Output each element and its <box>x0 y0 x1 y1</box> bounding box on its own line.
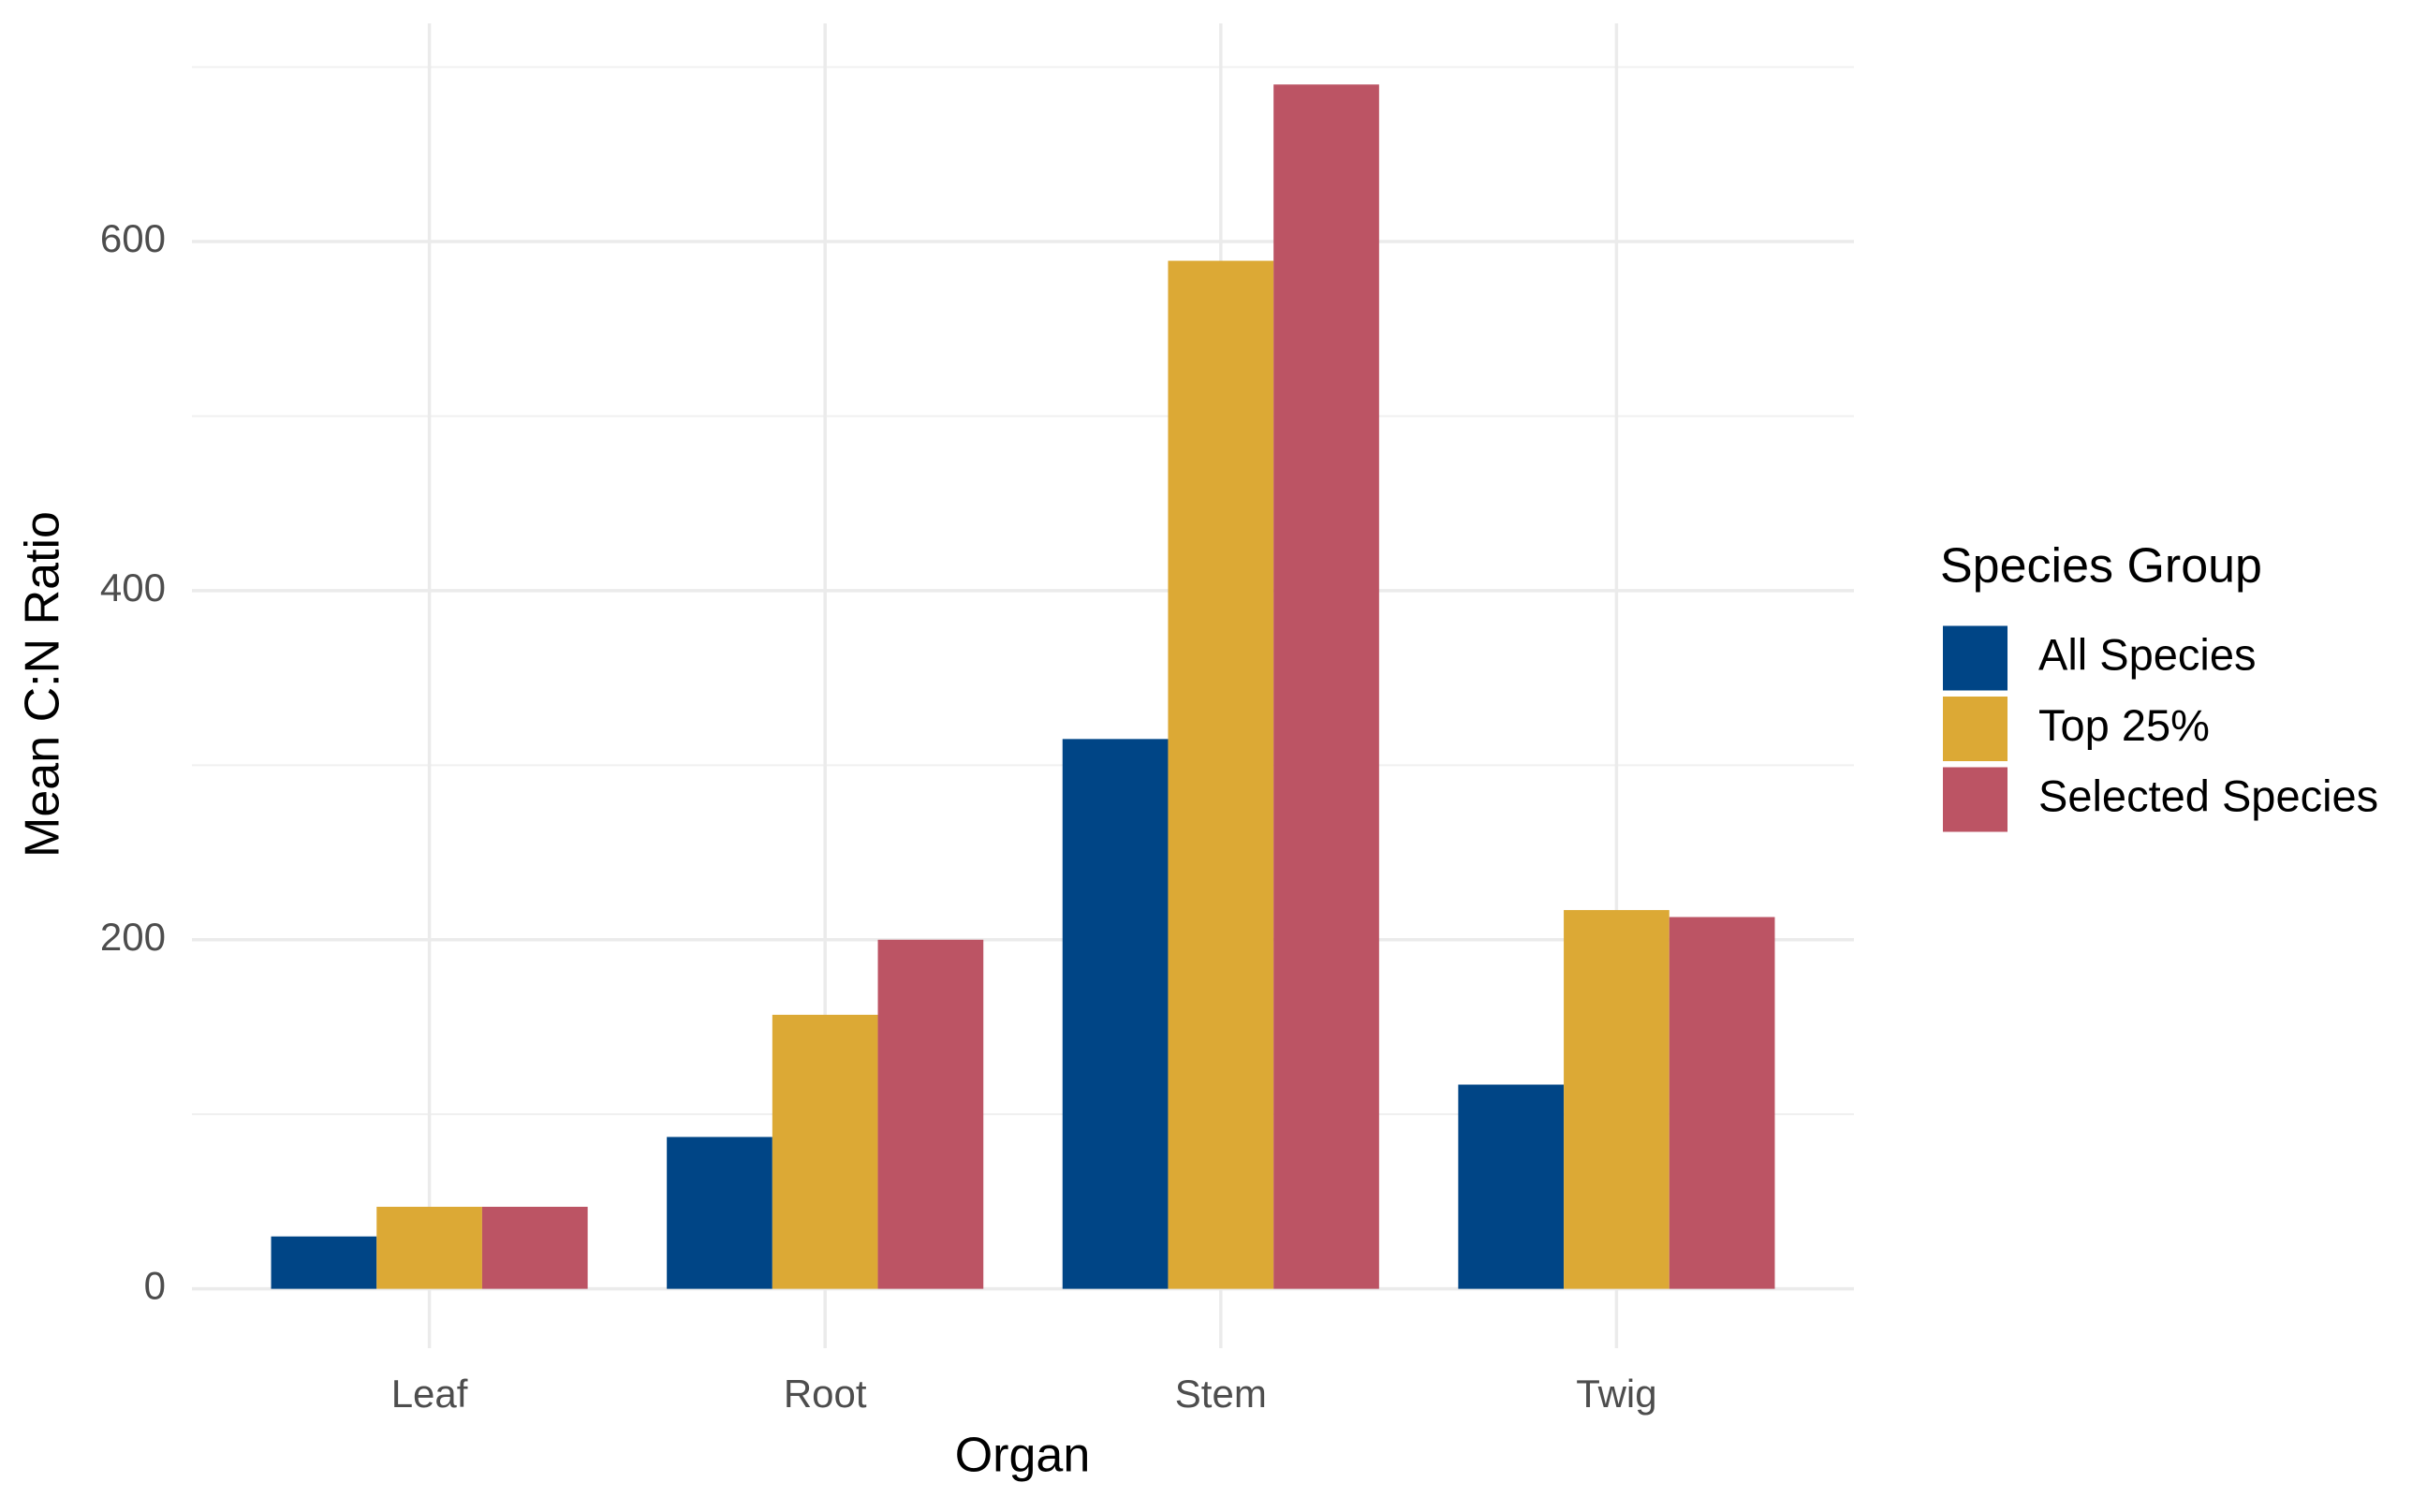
bar <box>667 1137 772 1289</box>
bar <box>481 1206 588 1289</box>
bar <box>1458 1084 1565 1289</box>
bar <box>1273 84 1379 1289</box>
legend-key <box>1943 767 2008 832</box>
legend-title: Species Group <box>1940 539 2262 594</box>
legend-key <box>1943 625 2008 691</box>
bar <box>376 1206 482 1289</box>
x-tick-label: Stem <box>1175 1372 1267 1416</box>
bar <box>1564 910 1669 1289</box>
bar <box>1062 739 1169 1289</box>
legend-label: Selected Species <box>2038 771 2378 820</box>
bar <box>1168 260 1274 1289</box>
legend-label: Top 25% <box>2038 700 2210 750</box>
x-tick-label: Twig <box>1576 1372 1656 1416</box>
legend-key <box>1943 697 2008 761</box>
bar <box>772 1014 878 1289</box>
x-axis-title: Organ <box>955 1429 1091 1483</box>
x-tick-label: Root <box>784 1372 867 1416</box>
x-tick-label: Leaf <box>391 1372 468 1416</box>
y-axis-title: Mean C:N Ratio <box>16 511 70 858</box>
bar <box>1669 917 1775 1289</box>
bar <box>877 939 984 1289</box>
y-tick-label: 0 <box>144 1264 166 1308</box>
legend-label: All Species <box>2038 629 2257 679</box>
bar <box>271 1236 377 1289</box>
y-tick-label: 400 <box>100 565 166 609</box>
y-tick-label: 600 <box>100 216 166 260</box>
y-tick-label: 200 <box>100 915 166 959</box>
